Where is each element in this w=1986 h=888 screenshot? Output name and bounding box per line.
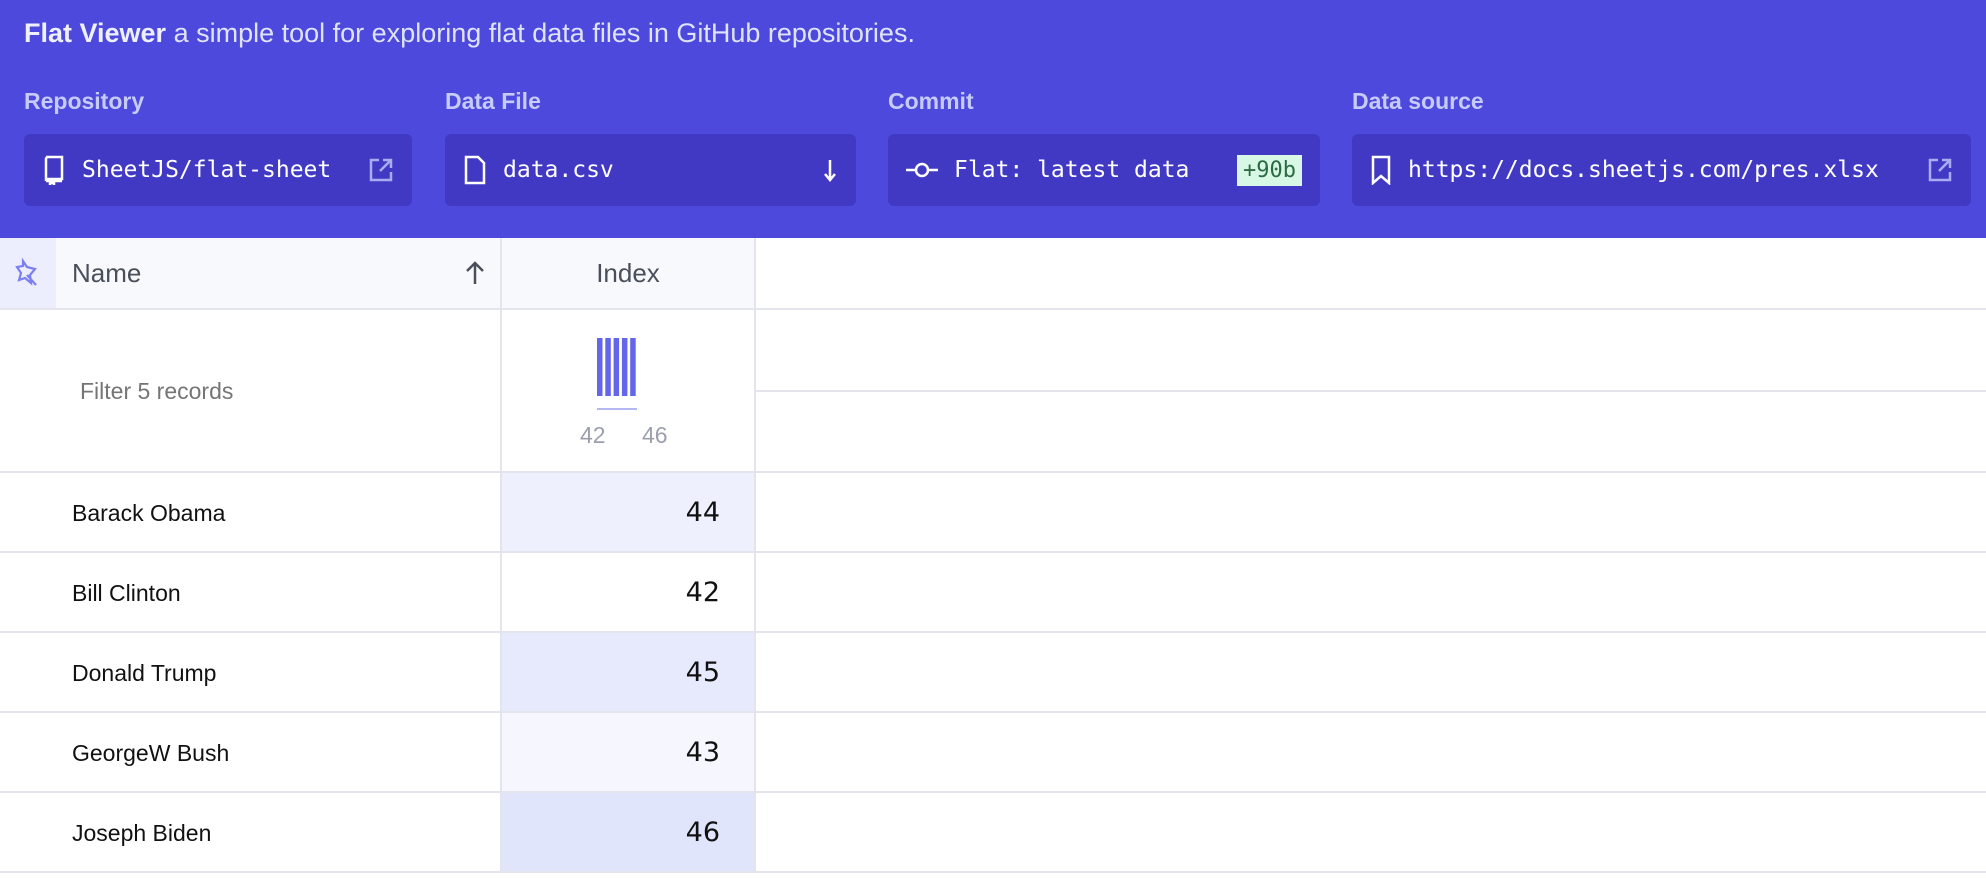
external-link-icon[interactable] (1927, 157, 1953, 183)
external-link-icon[interactable] (368, 157, 394, 183)
cell-index: 44 (502, 473, 754, 551)
repository-input[interactable]: SheetJS/flat-sheet (24, 134, 412, 206)
divider (0, 711, 1986, 713)
commit-select[interactable]: Flat: latest data +90b (888, 134, 1320, 206)
column-header-index[interactable]: Index (502, 238, 754, 310)
column-header-name[interactable]: Name (56, 238, 500, 310)
data-source-label: Data source (1352, 88, 1484, 114)
divider (0, 631, 1986, 633)
cell-name: Barack Obama (72, 500, 226, 526)
name-filter-input[interactable] (66, 370, 466, 412)
index-histogram[interactable] (590, 330, 670, 415)
table-row[interactable]: Donald Trump 45 (0, 633, 1986, 713)
histogram-bar[interactable] (597, 338, 603, 396)
pin-icon (15, 258, 37, 286)
commit-value: Flat: latest data (954, 157, 1190, 183)
column-label-name: Name (72, 257, 142, 288)
pin-column-button[interactable] (0, 238, 56, 310)
histogram-min-label: 42 (580, 422, 606, 448)
cell-name: GeorgeW Bush (72, 740, 230, 766)
table-row[interactable]: Bill Clinton 42 (0, 553, 1986, 633)
table-row[interactable]: Barack Obama 44 (0, 473, 1986, 553)
table-row[interactable]: Joseph Biden 46 (0, 793, 1986, 873)
divider (0, 551, 1986, 553)
table-row[interactable]: GeorgeW Bush 43 (0, 713, 1986, 793)
cell-name: Donald Trump (72, 660, 217, 686)
histogram-max-label: 46 (642, 422, 668, 448)
cell-index: 45 (502, 633, 754, 711)
bookmark-icon (1371, 155, 1391, 185)
data-source-field[interactable]: https://docs.sheetjs.com/pres.xlsx (1352, 134, 1971, 206)
app-name: Flat Viewer (24, 18, 167, 48)
app-title: Flat Viewer a simple tool for exploring … (24, 18, 915, 49)
arrow-down-icon (824, 160, 836, 182)
divider (756, 390, 1986, 392)
commit-label: Commit (888, 88, 974, 114)
sort-ascending-icon[interactable] (464, 260, 486, 286)
cell-name: Joseph Biden (72, 820, 212, 846)
histogram-bar[interactable] (621, 338, 628, 396)
cell-name: Bill Clinton (72, 580, 181, 606)
divider (0, 791, 1986, 793)
data-file-select[interactable]: data.csv (445, 134, 856, 206)
cell-index: 42 (502, 553, 754, 631)
commit-icon (906, 162, 938, 178)
histogram-bar[interactable] (613, 338, 620, 396)
divider (754, 238, 756, 871)
size-diff-badge: +90b (1237, 154, 1302, 186)
histogram-range-bar (597, 408, 637, 410)
tagline: a simple tool for exploring flat data fi… (173, 18, 915, 48)
data-file-value: data.csv (503, 157, 614, 183)
file-icon (464, 155, 486, 185)
column-label-index: Index (596, 257, 660, 288)
divider (0, 871, 1986, 873)
divider (0, 471, 1986, 473)
data-source-value: https://docs.sheetjs.com/pres.xlsx (1408, 157, 1879, 183)
repository-label: Repository (24, 88, 145, 114)
repository-value: SheetJS/flat-sheet (82, 157, 332, 183)
repo-icon (44, 155, 64, 185)
histogram-bar[interactable] (630, 338, 636, 396)
cell-index: 43 (502, 713, 754, 791)
data-file-label: Data File (445, 88, 541, 114)
empty-header (756, 238, 1986, 310)
histogram-bar[interactable] (605, 338, 611, 396)
divider (500, 238, 502, 871)
cell-index: 46 (502, 793, 754, 871)
header: Flat Viewer a simple tool for exploring … (0, 0, 1986, 238)
